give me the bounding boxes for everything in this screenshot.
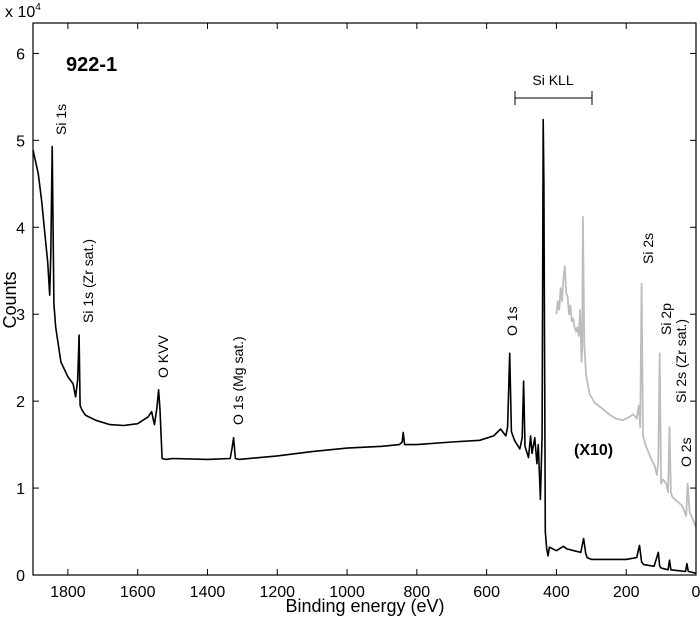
peak-label-si2p: Si 2p xyxy=(658,303,674,335)
x-tick-label: 1600 xyxy=(120,584,156,601)
axis-ticks xyxy=(33,23,697,576)
y-axis-title: Counts xyxy=(0,271,20,328)
peak-label-o2s: O 2s xyxy=(678,437,694,467)
sample-id-label: 922-1 xyxy=(66,54,117,76)
peak-label-si2s: Si 2s xyxy=(640,233,656,264)
x-tick-label: 200 xyxy=(613,584,640,601)
plot-frame xyxy=(32,22,697,576)
y-tick-label: 6 xyxy=(16,46,25,63)
y-tick-label: 4 xyxy=(16,220,25,237)
x-tick-label: 600 xyxy=(473,584,500,601)
x10-spectrum-line xyxy=(555,215,697,528)
y-tick-label: 3 xyxy=(16,307,25,324)
y-tick-label: 0 xyxy=(16,568,25,585)
x-tick-label: 1800 xyxy=(50,584,86,601)
peak-label-o1s: O 1s xyxy=(504,306,520,336)
peak-label-si1s: Si 1s xyxy=(53,104,69,135)
peak-label-okvv: O KVV xyxy=(155,335,171,378)
axis-tick-labels: 1800 1600 1400 1200 1000 800 600 400 200 0 0 1 2 3 4 5 6 xyxy=(16,46,700,601)
y-tick-label: 1 xyxy=(16,481,25,498)
si-kll-label: Si KLL xyxy=(532,72,573,88)
y-multiplier: x 104 xyxy=(5,2,41,21)
si-kll-bracket xyxy=(514,91,593,105)
survey-spectrum-line xyxy=(32,118,697,575)
x-tick-label: 800 xyxy=(403,584,430,601)
x-tick-label: 1400 xyxy=(190,584,226,601)
x-tick-label: 0 xyxy=(692,584,700,601)
y-tick-label: 5 xyxy=(16,133,25,150)
peak-label-si2s-zr: Si 2s (Zr sat.) xyxy=(673,319,689,403)
y-tick-label: 2 xyxy=(16,394,25,411)
peak-label-o1s-mg: O 1s (Mg sat.) xyxy=(230,336,246,425)
x-tick-label: 400 xyxy=(543,584,570,601)
x-tick-label: 1200 xyxy=(259,584,295,601)
x-tick-label: 1000 xyxy=(329,584,365,601)
x10-label: (X10) xyxy=(574,442,613,459)
peak-label-si1s-zr: Si 1s (Zr sat.) xyxy=(80,239,96,323)
plot-lines xyxy=(32,118,697,575)
x-axis-title: Binding energy (eV) xyxy=(285,596,444,616)
